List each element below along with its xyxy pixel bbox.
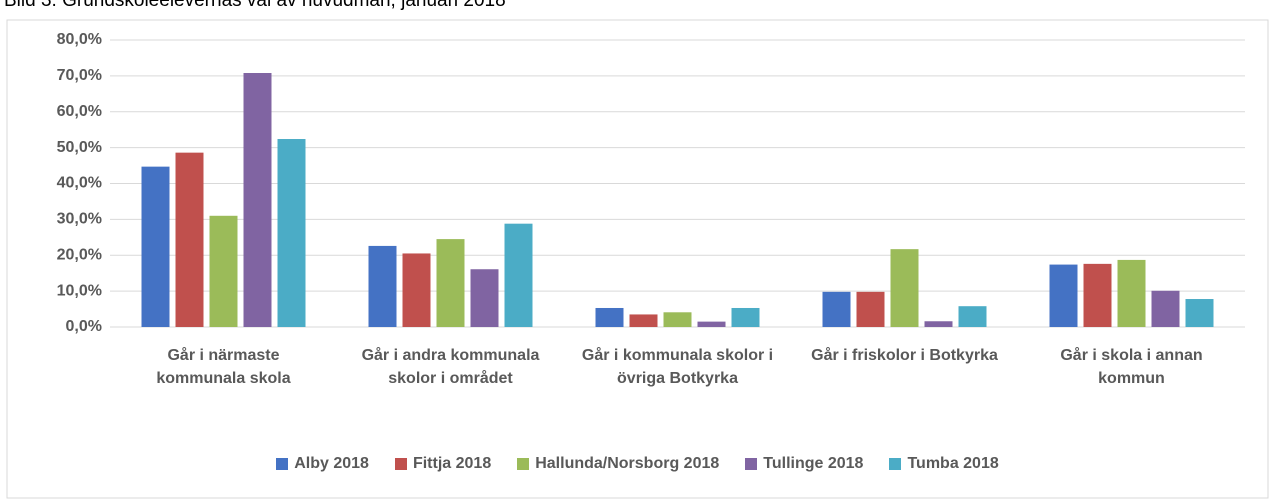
bar (436, 239, 465, 327)
bar (663, 312, 692, 327)
bar (175, 152, 204, 327)
bar (277, 139, 306, 327)
bar (924, 321, 953, 327)
legend-item: Tullinge 2018 (745, 455, 863, 473)
y-tick-label: 50,0% (57, 139, 102, 156)
legend-label: Tumba 2018 (907, 455, 999, 472)
bar (1117, 259, 1146, 327)
legend-swatch (889, 458, 902, 470)
bar (890, 249, 919, 327)
legend-swatch (517, 458, 530, 470)
chart-title: Bild 3. Grundskoleelevernas val av huvud… (4, 0, 506, 11)
legend-item: Alby 2018 (276, 455, 369, 473)
bar (822, 291, 851, 327)
legend-swatch (276, 458, 289, 470)
y-tick-label: 30,0% (57, 211, 102, 228)
x-tick-label: Går i närmaste kommunala skola (156, 347, 291, 387)
bar (731, 307, 760, 327)
x-tick-label-box: Går i andra kommunala skolor i området (361, 347, 540, 387)
y-tick-label: 60,0% (57, 103, 102, 120)
x-tick-label-box: Går i friskolor i Botkyrka (811, 347, 998, 364)
bar (504, 223, 533, 327)
y-tick-label: 20,0% (57, 246, 102, 263)
y-tick-label: 10,0% (57, 282, 102, 299)
bar (1083, 263, 1112, 327)
legend-item: Tumba 2018 (889, 455, 999, 473)
y-tick-label: 80,0% (57, 31, 102, 48)
bar (243, 73, 272, 327)
bar (368, 245, 397, 327)
legend: Alby 2018 Fittja 2018 Hallunda/Norsborg 20… (0, 455, 1275, 473)
legend-label: Tullinge 2018 (763, 455, 864, 472)
bar (1151, 290, 1180, 327)
bar (141, 166, 170, 327)
legend-swatch (394, 458, 407, 470)
bar (958, 306, 987, 327)
legend-item: Fittja 2018 (394, 455, 492, 473)
bar (697, 321, 726, 327)
bar (629, 314, 658, 327)
legend-item: Hallunda/Norsborg 2018 (517, 455, 719, 473)
bar (1185, 299, 1214, 327)
y-tick-label: 40,0% (57, 175, 102, 192)
x-tick-label: Går i friskolor i Botkyrka (811, 347, 998, 364)
bar (1049, 264, 1078, 327)
legend-label: Alby 2018 (294, 455, 369, 472)
y-tick-label: 70,0% (57, 67, 102, 84)
bar (470, 269, 499, 327)
bar (209, 215, 238, 327)
bar (595, 307, 624, 327)
chart-border (6, 19, 1269, 499)
legend-label: Hallunda/Norsborg 2018 (535, 455, 720, 472)
x-tick-label-box: Går i närmaste kommunala skola (156, 347, 291, 387)
legend-label: Fittja 2018 (412, 455, 492, 472)
x-tick-label-box: Går i kommunala skolor i övriga Botkyrka (581, 347, 774, 387)
legend-swatch (745, 458, 758, 470)
y-tick-label: 0,0% (66, 318, 102, 335)
bar (402, 253, 431, 327)
x-tick-label: Går i kommunala skolor i övriga Botkyrka (581, 347, 774, 387)
x-tick-label: Går i skola i annan kommun (1060, 347, 1203, 387)
bar (856, 291, 885, 327)
x-tick-label-box: Går i skola i annan kommun (1060, 347, 1203, 387)
x-tick-label: Går i andra kommunala skolor i området (361, 347, 540, 387)
